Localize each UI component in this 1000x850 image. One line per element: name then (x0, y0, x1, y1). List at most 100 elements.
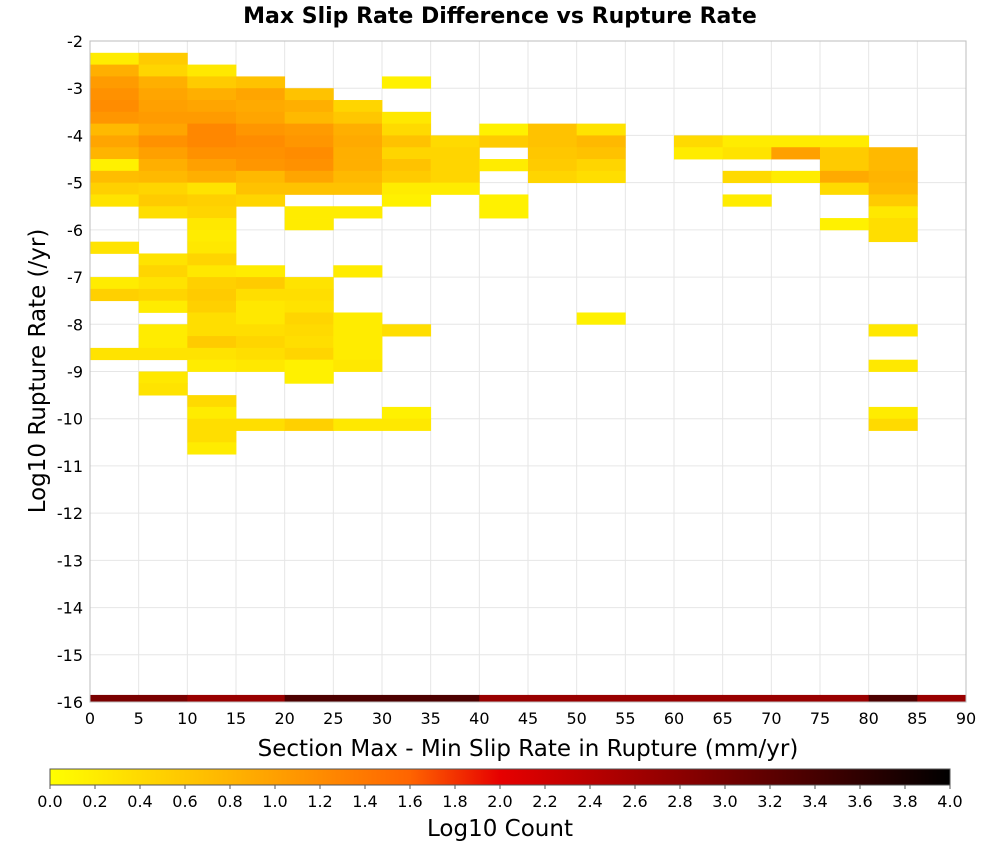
heatmap-cell (90, 159, 140, 172)
colorbar-tick-label: 0.4 (127, 792, 152, 811)
x-tick-label: 15 (226, 709, 246, 728)
heatmap-cell (187, 265, 237, 278)
heatmap-cell (187, 182, 237, 195)
heatmap-cell (236, 194, 286, 207)
heatmap-cell (284, 312, 334, 325)
y-tick-label: -6 (67, 221, 83, 240)
y-tick-label: -5 (67, 174, 83, 193)
heatmap-cell (187, 64, 237, 77)
y-axis-label: Log10 Rupture Rate (/yr) (25, 229, 51, 514)
heatmap-cell (284, 206, 334, 219)
colorbar-tick-label: 1.0 (262, 792, 287, 811)
heatmap-cell (138, 52, 188, 66)
heatmap-cell (284, 359, 334, 372)
heatmap-cell (187, 111, 237, 125)
heatmap-cell (333, 324, 383, 337)
heatmap-cell (187, 170, 237, 184)
heatmap-cell (90, 135, 140, 148)
heatmap-cell (187, 241, 237, 254)
heatmap-cell (187, 430, 237, 443)
heatmap-cell (236, 288, 286, 302)
heatmap-cell (430, 694, 480, 702)
heatmap-cell (90, 241, 140, 254)
heatmap-cell (284, 123, 334, 136)
heatmap-cell (284, 288, 334, 302)
heatmap-cell (528, 694, 578, 702)
heatmap-cell (138, 64, 188, 77)
heatmap-cell (138, 147, 188, 160)
heatmap-cell (236, 694, 286, 702)
heatmap-cell (138, 694, 188, 702)
colorbar-tick-label: 4.0 (937, 792, 962, 811)
heatmap-cell (820, 135, 870, 148)
heatmap-cell (284, 182, 334, 195)
x-tick-label: 85 (907, 709, 927, 728)
heatmap-cell (90, 347, 140, 361)
heatmap-cell (236, 147, 286, 160)
heatmap-cell (90, 277, 140, 290)
heatmap-cell (187, 206, 237, 219)
colorbar-tick-label: 3.4 (802, 792, 827, 811)
heatmap-cell (771, 170, 821, 184)
heatmap-cell (138, 336, 188, 349)
heatmap-cell (333, 170, 383, 184)
heatmap-cell (284, 100, 334, 113)
heatmap-cell (90, 694, 140, 702)
heatmap-cell (868, 194, 918, 207)
heatmap-cell (333, 694, 383, 702)
colorbar-tick-label: 2.0 (487, 792, 512, 811)
heatmap-cell (236, 359, 286, 372)
heatmap-cell (138, 206, 188, 219)
heatmap-cell (382, 123, 432, 136)
heatmap-cell (284, 371, 334, 384)
heatmap-cell (868, 418, 918, 431)
heatmap-cell (382, 194, 432, 207)
heatmap-cell (187, 442, 237, 455)
heatmap-cell (138, 111, 188, 125)
colorbar-tick-label: 2.4 (577, 792, 602, 811)
heatmap-cell (333, 100, 383, 113)
heatmap-cell (479, 206, 529, 219)
heatmap-cell (138, 265, 188, 278)
heatmap-cell (187, 418, 237, 431)
colorbar-tick-label: 0.6 (172, 792, 197, 811)
heatmap-cell (820, 182, 870, 195)
heatmap-cell (138, 288, 188, 302)
heatmap-cell (382, 111, 432, 125)
y-tick-label: -10 (57, 410, 83, 429)
heatmap-cell (382, 406, 432, 420)
heatmap-cell (820, 218, 870, 231)
heatmap-cell (138, 383, 188, 396)
heatmap-cell (333, 312, 383, 325)
x-tick-label: 65 (712, 709, 732, 728)
x-tick-label: 5 (134, 709, 144, 728)
heatmap-cell (382, 170, 432, 184)
heatmap-cell (333, 159, 383, 172)
colorbar-tick-label: 3.0 (712, 792, 737, 811)
heatmap-cell (284, 336, 334, 349)
heatmap-cell (333, 206, 383, 219)
heatmap-cell (284, 300, 334, 313)
heatmap-cell (187, 218, 237, 231)
heatmap-cell (479, 159, 529, 172)
heatmap-cell (90, 182, 140, 195)
heatmap-cell (90, 52, 140, 66)
heatmap-cell (236, 300, 286, 313)
colorbar (49, 768, 951, 786)
plot-frame (89, 40, 967, 703)
heatmap-cell (90, 123, 140, 136)
heatmap-cell (138, 159, 188, 172)
heatmap-cell (430, 159, 480, 172)
heatmap-cell (187, 288, 237, 302)
heatmap-cell (187, 300, 237, 313)
heatmap-cell (236, 159, 286, 172)
heatmap-cell (90, 111, 140, 125)
heatmap-cell (138, 347, 188, 361)
heatmap-cell (576, 135, 626, 148)
heatmap-cell (333, 336, 383, 349)
x-tick-label: 90 (956, 709, 976, 728)
heatmap-cell (479, 694, 529, 702)
colorbar-tick-label: 1.4 (352, 792, 377, 811)
colorbar-tick-label: 0.0 (37, 792, 62, 811)
